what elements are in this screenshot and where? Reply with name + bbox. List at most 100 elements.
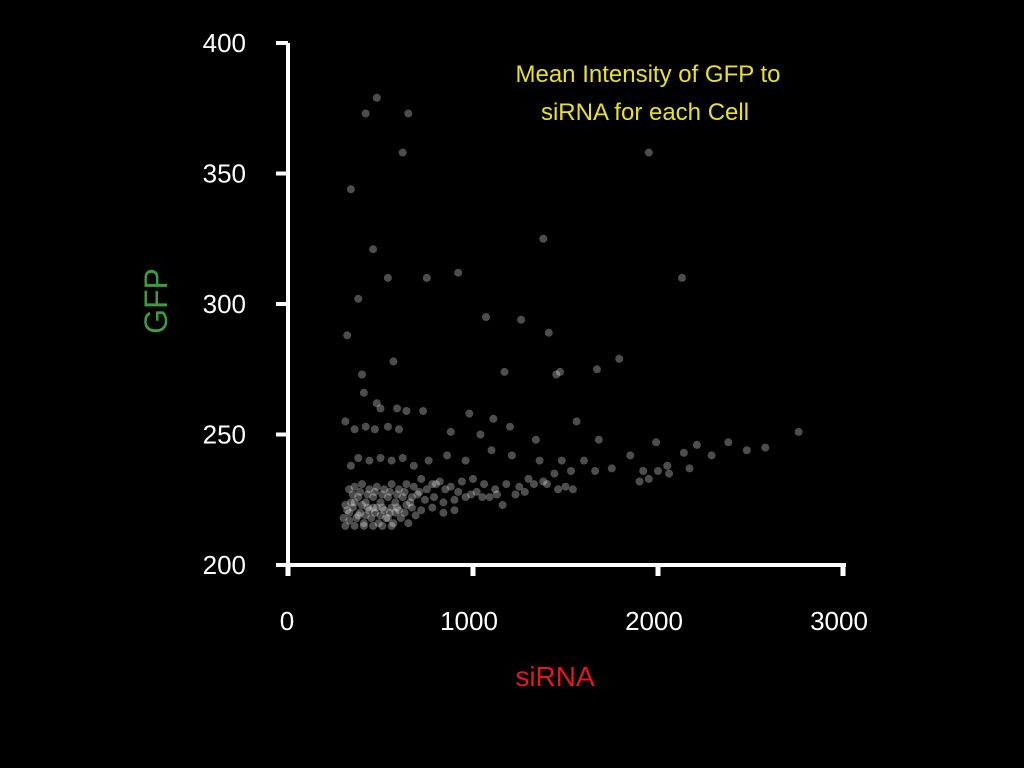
data-point bbox=[626, 451, 635, 460]
data-point bbox=[502, 480, 511, 489]
data-point bbox=[391, 498, 400, 507]
data-point bbox=[393, 490, 402, 499]
data-point bbox=[341, 501, 350, 509]
data-point bbox=[346, 498, 355, 507]
data-point bbox=[404, 109, 413, 118]
data-point bbox=[361, 498, 370, 507]
data-point bbox=[369, 245, 378, 254]
data-point bbox=[346, 185, 355, 194]
data-point bbox=[395, 425, 403, 434]
data-point bbox=[417, 506, 426, 515]
data-point bbox=[556, 367, 564, 376]
data-point bbox=[387, 503, 396, 512]
data-point bbox=[644, 474, 653, 483]
data-point bbox=[345, 508, 354, 517]
data-point bbox=[382, 514, 391, 522]
data-point bbox=[461, 456, 470, 465]
data-point bbox=[524, 474, 533, 483]
data-point bbox=[663, 461, 672, 470]
data-point bbox=[402, 480, 411, 489]
data-point bbox=[391, 508, 400, 517]
data-point bbox=[400, 508, 409, 517]
data-point bbox=[385, 508, 394, 517]
y-tick-label: 250 bbox=[203, 420, 246, 450]
data-point bbox=[376, 511, 385, 520]
data-point bbox=[343, 331, 352, 340]
data-point bbox=[358, 480, 366, 489]
data-point bbox=[498, 501, 507, 509]
data-point bbox=[393, 503, 402, 512]
data-point bbox=[372, 482, 381, 491]
data-point bbox=[359, 519, 368, 528]
data-point bbox=[393, 404, 402, 413]
data-point bbox=[450, 506, 459, 515]
data-point bbox=[346, 461, 355, 470]
data-point bbox=[472, 487, 481, 496]
data-point bbox=[409, 482, 418, 491]
data-point bbox=[665, 469, 674, 478]
data-point bbox=[500, 367, 509, 376]
data-point bbox=[369, 503, 378, 512]
data-point bbox=[530, 480, 538, 489]
data-point bbox=[419, 407, 428, 415]
data-point bbox=[383, 493, 392, 502]
data-point bbox=[742, 446, 751, 455]
data-point bbox=[420, 495, 429, 504]
data-point bbox=[478, 493, 487, 502]
data-point bbox=[654, 467, 662, 475]
data-point bbox=[378, 503, 387, 512]
data-point bbox=[544, 328, 553, 337]
data-point bbox=[341, 521, 350, 530]
data-point bbox=[352, 514, 361, 522]
data-point bbox=[761, 443, 770, 452]
data-point bbox=[552, 370, 561, 379]
data-point bbox=[572, 417, 581, 426]
data-point bbox=[461, 493, 470, 502]
data-point bbox=[406, 498, 415, 507]
data-point bbox=[415, 487, 424, 496]
data-point bbox=[443, 451, 452, 460]
x-tick-label: 2000 bbox=[625, 606, 683, 636]
data-point bbox=[341, 417, 350, 426]
chart-title-line-1: Mean Intensity of GFP to bbox=[515, 61, 780, 88]
data-point bbox=[417, 474, 426, 483]
data-point bbox=[380, 485, 389, 494]
data-point bbox=[594, 435, 603, 444]
data-point bbox=[404, 519, 413, 528]
data-point bbox=[568, 485, 577, 494]
data-point bbox=[454, 487, 463, 496]
data-point bbox=[567, 467, 575, 475]
data-points bbox=[339, 93, 803, 530]
data-point bbox=[350, 482, 359, 491]
y-tick-label: 200 bbox=[203, 550, 246, 580]
data-point bbox=[432, 480, 440, 489]
data-point bbox=[350, 521, 359, 530]
data-point bbox=[539, 234, 548, 243]
data-point bbox=[376, 498, 385, 507]
data-point bbox=[396, 514, 405, 522]
data-point bbox=[354, 294, 363, 303]
data-point bbox=[428, 480, 437, 489]
data-point bbox=[380, 506, 389, 515]
data-point bbox=[376, 454, 385, 462]
data-point bbox=[515, 482, 524, 491]
data-point bbox=[385, 487, 394, 496]
data-point bbox=[387, 521, 396, 530]
data-point bbox=[480, 480, 489, 489]
data-point bbox=[376, 404, 385, 413]
data-point bbox=[372, 503, 381, 512]
data-point bbox=[644, 148, 653, 157]
data-point bbox=[363, 503, 372, 512]
data-point bbox=[374, 519, 383, 528]
data-point bbox=[422, 273, 431, 282]
data-point bbox=[413, 490, 422, 499]
data-point bbox=[402, 407, 411, 415]
chart-title-line-2: siRNA for each Cell bbox=[541, 99, 749, 126]
data-point bbox=[350, 425, 359, 434]
data-point bbox=[692, 440, 701, 449]
data-point bbox=[561, 482, 570, 491]
data-point bbox=[395, 506, 403, 515]
data-point bbox=[539, 477, 548, 486]
data-point bbox=[395, 485, 403, 494]
data-point bbox=[370, 508, 379, 517]
